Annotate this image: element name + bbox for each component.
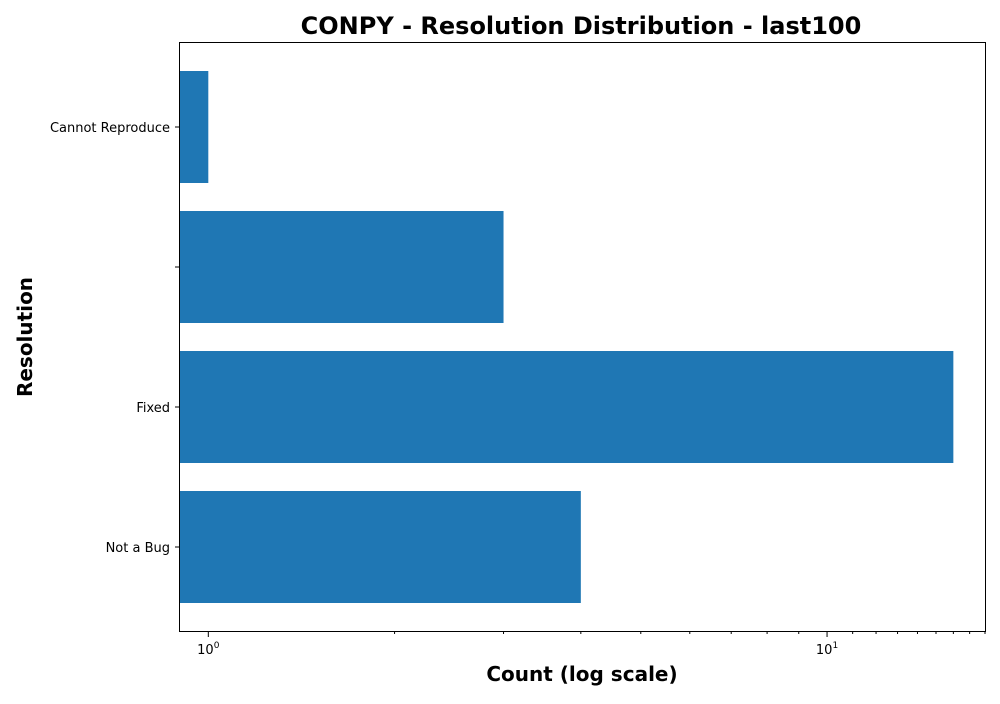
chart-title: CONPY - Resolution Distribution - last10… bbox=[301, 12, 862, 40]
bar-0 bbox=[180, 71, 209, 183]
plot-frame bbox=[179, 42, 986, 632]
x-tick-label: 101 bbox=[816, 641, 838, 658]
y-axis-label: Resolution bbox=[13, 277, 37, 397]
bar-2 bbox=[180, 351, 954, 463]
y-tick-label: Fixed bbox=[136, 401, 170, 416]
x-tick-label: 100 bbox=[197, 641, 220, 658]
x-axis-label: Count (log scale) bbox=[486, 662, 677, 686]
bar-1 bbox=[180, 211, 504, 323]
y-tick-label: Cannot Reproduce bbox=[50, 121, 170, 136]
y-axis-ticks: Cannot Reproduce Fixed Not a Bug bbox=[50, 121, 180, 556]
bar-3 bbox=[180, 491, 581, 603]
bars-layer bbox=[180, 71, 954, 603]
y-tick-label: Not a Bug bbox=[106, 541, 170, 556]
x-axis-ticks: 100 101 bbox=[197, 631, 986, 658]
